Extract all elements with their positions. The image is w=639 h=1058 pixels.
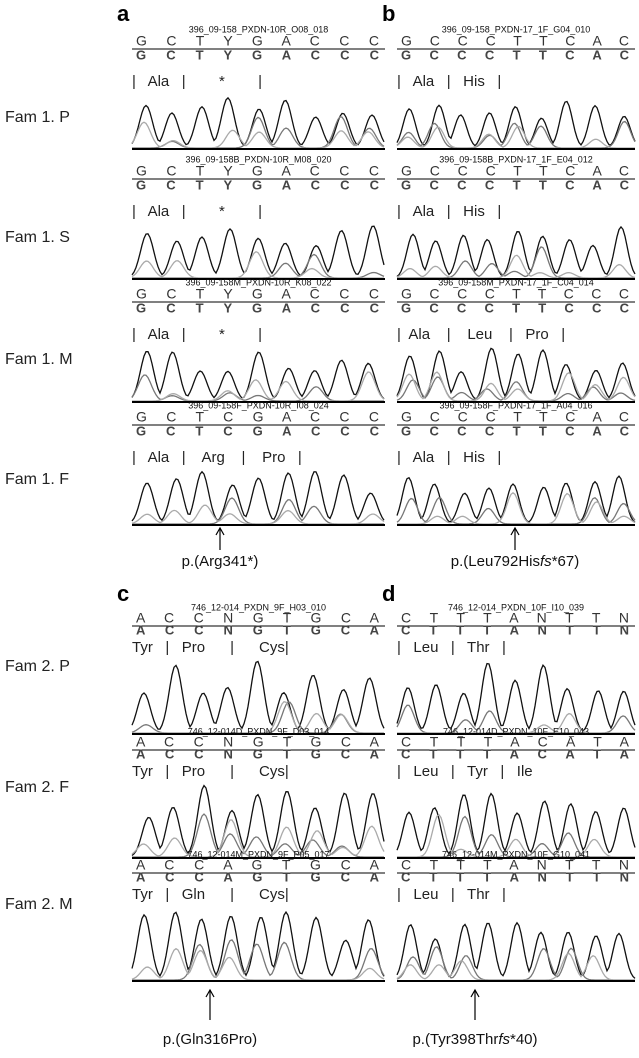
amino-acids: | Ala | Leu | Pro |: [397, 326, 565, 343]
base-sequence: G C C C T T C A C: [401, 163, 629, 179]
amino-acids: Tyr | Pro | Cys|: [132, 763, 289, 780]
trace: [397, 498, 635, 524]
trace: [132, 498, 384, 524]
mutation-part: *40): [510, 1031, 538, 1048]
base-calls: G C C C T T C A C: [401, 177, 630, 192]
base-calls: C T T T A N T T N: [401, 869, 629, 884]
trace: [397, 953, 635, 980]
mutation-part: p.(Gln316Pro): [163, 1031, 257, 1048]
row-label: Fam 2. F: [5, 779, 69, 796]
mutation-label: p.(Tyr398Thrfs*40): [412, 1031, 537, 1048]
base-calls: C T T T A N T T N: [401, 622, 629, 637]
page: {"row_labels":{"family1":["Fam 1. P","Fa…: [0, 0, 639, 1058]
trace: [132, 505, 384, 524]
amino-acids: | Ala | * |: [132, 73, 262, 90]
amino-acids: | Ala | His |: [397, 449, 501, 466]
trace: [132, 375, 384, 401]
amino-acids: | Leu | Tyr | Ile: [397, 763, 533, 780]
base-sequence: G C C C T T C A C: [401, 33, 629, 49]
trace: [397, 227, 635, 277]
row-label: Fam 1. M: [5, 351, 73, 368]
mutation-label: p.(Gln316Pro): [163, 1031, 257, 1048]
panel-label: a: [117, 1, 130, 26]
base-sequence: G C T C G A C C C: [136, 409, 379, 425]
trace: [132, 786, 384, 856]
row-label: Fam 1. S: [5, 229, 70, 246]
base-calls: G C C C T T C C C: [401, 300, 630, 315]
base-sequence: G C T Y G A C C C: [136, 286, 379, 302]
base-calls: A C C A G T G C A: [136, 869, 380, 884]
base-calls: G C T Y G A C C C: [136, 300, 380, 315]
trace: [397, 247, 635, 278]
base-calls: A C C N G T G C A: [136, 622, 380, 637]
amino-acids: | Leu | Thr |: [397, 639, 506, 656]
amino-acids: Tyr | Gln | Cys|: [132, 886, 289, 903]
amino-acids: | Ala | His |: [397, 73, 501, 90]
base-sequence: G C C C T T C A C: [401, 409, 629, 425]
mutation-part: p.(Tyr398Thr: [412, 1031, 498, 1048]
base-calls: G C T Y G A C C C: [136, 47, 380, 62]
base-calls: A C C N G T G C A: [136, 746, 380, 761]
amino-acids: | Ala | His |: [397, 203, 501, 220]
trace: [397, 126, 635, 148]
trace: [132, 352, 384, 399]
base-sequence: G C T Y G A C C C: [136, 33, 379, 49]
row-label: Fam 2. M: [5, 896, 73, 913]
row-label: Fam 2. P: [5, 658, 70, 675]
mutation-label: p.(Leu792Hisfs*67): [451, 553, 579, 570]
trace: [397, 664, 635, 731]
panel-label: c: [117, 581, 129, 606]
figure: Fam 1. P Fam 1. S Fam 1. M Fam 1. F Fam 2. P…: [0, 0, 639, 1053]
trace: [132, 98, 384, 145]
base-calls: G C T C G A C C C: [136, 423, 380, 438]
base-sequence: G C T Y G A C C C: [136, 163, 379, 179]
amino-acids: | Ala | * |: [132, 203, 262, 220]
mutation-part: fs: [498, 1031, 510, 1048]
panel-label: b: [382, 1, 395, 26]
mutation-part: p.(Leu792His: [451, 553, 540, 570]
trace: [397, 372, 635, 401]
mutation-part: fs: [540, 553, 552, 570]
amino-acids: Tyr | Pro | Cys|: [132, 639, 289, 656]
mutation-label: p.(Arg341*): [182, 553, 259, 570]
trace: [132, 949, 384, 980]
row-label: Fam 1. F: [5, 471, 69, 488]
base-calls: G C T Y G A C C C: [136, 177, 380, 192]
row-label: Fam 1. P: [5, 109, 70, 126]
base-sequence: G C C C T T C C C: [401, 286, 629, 302]
panel-label: d: [382, 581, 395, 606]
trace: [397, 476, 635, 522]
mutation-part: p.(Arg341*): [182, 553, 259, 570]
amino-acids: | Leu | Thr |: [397, 886, 506, 903]
base-calls: G C C C T T C A C: [401, 47, 630, 62]
mutation-part: *67): [552, 553, 580, 570]
base-calls: G C C C T T C A C: [401, 423, 630, 438]
amino-acids: | Ala | * |: [132, 326, 262, 343]
base-calls: C T T T A C A T A: [401, 746, 630, 761]
amino-acids: | Ala | Arg | Pro |: [132, 449, 302, 466]
